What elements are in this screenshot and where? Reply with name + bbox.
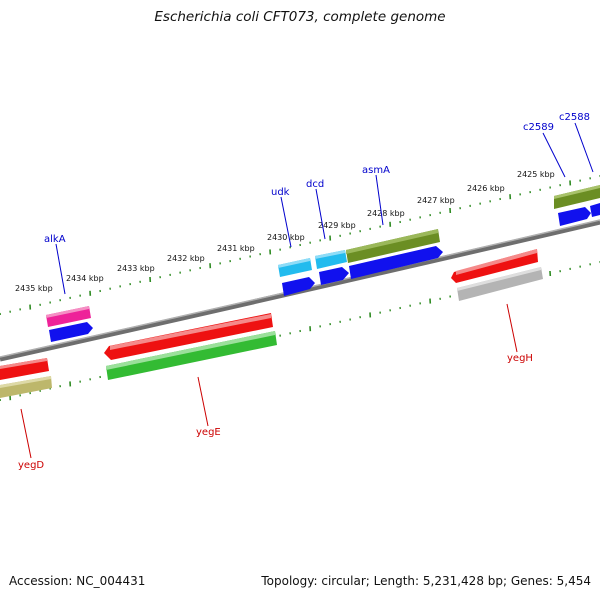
gene-label-yegD: yegD [18, 460, 44, 471]
kbp-label-2431: 2431 kbp [217, 244, 255, 253]
gene-label-yegE: yegE [196, 427, 221, 438]
kbp-labels: 2435 kbp 2434 kbp 2433 kbp 2432 kbp 2431… [15, 170, 555, 293]
gene-name-labels: alkA udk dcd asmA c2589 c2588 yegD yegE … [18, 112, 590, 471]
kbp-label-2430: 2430 kbp [267, 233, 305, 242]
genome-title: Escherichia coli CFT073, complete genome [154, 9, 446, 25]
kbp-label-2429: 2429 kbp [318, 221, 356, 230]
genome-summary-text: Topology: circular; Length: 5,231,428 bp… [261, 574, 591, 588]
gene-blue-c2588 [590, 203, 600, 217]
gene-label-yegH: yegH [507, 353, 533, 364]
gene-cyan-udk [278, 258, 312, 277]
kbp-label-2428: 2428 kbp [367, 209, 405, 218]
gene-label-c2589: c2589 [523, 122, 554, 133]
kbp-label-2427: 2427 kbp [417, 196, 455, 205]
gene-khaki-yegD [0, 376, 52, 398]
forward-genes [46, 185, 600, 342]
accession-text: Accession: NC_004431 [9, 574, 146, 588]
gene-label-udk: udk [271, 187, 290, 198]
kbp-label-2435: 2435 kbp [15, 284, 53, 293]
gene-label-asmA: asmA [362, 165, 390, 176]
gene-label-alkA: alkA [44, 234, 66, 245]
gene-blue-alkA [49, 322, 93, 342]
gene-blue-asmA [349, 246, 443, 279]
kbp-label-2425: 2425 kbp [517, 170, 555, 179]
kbp-label-2433: 2433 kbp [117, 264, 155, 273]
gene-blue-udk [282, 277, 315, 296]
reverse-genes [0, 249, 543, 398]
kbp-label-2432: 2432 kbp [167, 254, 205, 263]
gene-blue-c2589 [558, 207, 591, 226]
kbp-label-2434: 2434 kbp [66, 274, 104, 283]
gene-magenta-alkA [46, 306, 91, 327]
upper-scale-ticks [0, 175, 600, 316]
gene-gray-yegH [457, 267, 543, 301]
gene-red-yegD [0, 358, 49, 380]
gene-label-c2588: c2588 [559, 112, 590, 123]
gene-label-dcd: dcd [306, 179, 324, 190]
kbp-label-2426: 2426 kbp [467, 184, 505, 193]
label-connectors [20, 122, 594, 459]
gene-blue-dcd [319, 267, 349, 285]
gene-olive-right [554, 185, 600, 209]
